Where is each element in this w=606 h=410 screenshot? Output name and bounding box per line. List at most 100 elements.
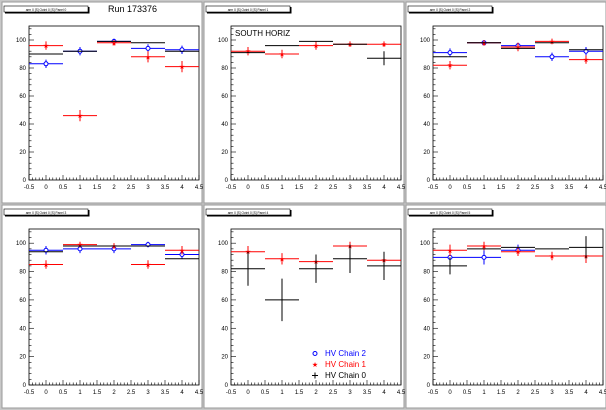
x-tick-label: 1.5 <box>93 390 102 396</box>
y-tick-label: 0 <box>427 383 431 389</box>
legend: HV Chain 2 ★ HV Chain 1 HV Chain 0 <box>312 349 367 380</box>
data-point: ★ <box>367 41 401 49</box>
pad-title-box: arm 0 [S] Octnt 0 [S] Panel 0 <box>3 5 90 14</box>
x-tick-label: 0 <box>448 185 452 191</box>
x-tick-label: 0 <box>44 390 48 396</box>
y-tick-label: 80 <box>423 270 430 276</box>
series-chain0 <box>29 245 199 260</box>
y-tick-label: 40 <box>423 122 430 128</box>
pad-title-shadow <box>492 210 494 216</box>
pad-title-shadow-bottom <box>207 12 292 14</box>
pad-title-box: arm 0 [S] Octnt 0 [S] Panel 1 <box>205 5 292 14</box>
x-tick-label: 2.5 <box>127 390 136 396</box>
pad-title-shadow-bottom <box>409 215 494 217</box>
pad-title: arm 0 [S] Octnt 0 [S] Panel 3 <box>26 211 67 215</box>
y-tick-label: 40 <box>19 122 26 128</box>
x-tick-label: 4.5 <box>195 390 204 396</box>
data-point <box>333 244 367 273</box>
data-point <box>433 257 467 275</box>
y-tick-label: 20 <box>19 355 26 361</box>
marker-star: ★ <box>179 63 185 71</box>
pad-background <box>405 204 606 409</box>
series-chain1: ★★★★★ <box>231 41 401 59</box>
marker-star: ★ <box>549 38 555 46</box>
x-tick-label: 2 <box>112 185 116 191</box>
x-tick-label: 4 <box>382 185 386 191</box>
x-tick-label: 4 <box>584 185 588 191</box>
x-axis: -0.5 0 0.5 1 1.5 2 2.5 3 3.5 4 4.5 <box>24 175 204 191</box>
x-tick-label: 3.5 <box>161 185 170 191</box>
y-axis: 0 20 40 60 80 100 <box>420 28 438 184</box>
x-tick-label: 4.5 <box>397 185 406 191</box>
x-tick-label: -0.5 <box>24 390 35 396</box>
y-tick-label: 20 <box>423 355 430 361</box>
y-tick-label: 60 <box>423 298 430 304</box>
data-point: ★ <box>299 41 333 50</box>
x-tick-label: 0.5 <box>463 390 472 396</box>
y-tick-label: 80 <box>423 66 430 72</box>
y-tick-label: 100 <box>420 241 431 247</box>
data-point: ★ <box>29 41 63 50</box>
x-tick-label: 3.5 <box>565 185 574 191</box>
marker-star: ★ <box>549 252 555 260</box>
legend-label: HV Chain 1 <box>325 360 366 369</box>
marker-star: ★ <box>381 41 387 49</box>
data-point: ★ <box>265 253 299 265</box>
x-tick-label: 2.5 <box>127 185 136 191</box>
pad-background <box>1 1 203 204</box>
data-point: ★ <box>131 51 165 63</box>
marker-star: ★ <box>279 51 285 59</box>
x-tick-label: 2 <box>516 185 520 191</box>
marker-circle <box>481 254 487 260</box>
data-point: ★ <box>165 61 199 73</box>
x-tick-label: 1.5 <box>497 185 506 191</box>
x-tick-label: 2.5 <box>329 390 338 396</box>
x-tick-label: 4 <box>584 390 588 396</box>
data-point <box>299 254 333 283</box>
x-tick-label: 1.5 <box>295 185 304 191</box>
marker-circle <box>145 45 151 51</box>
y-tick-label: 100 <box>218 241 229 247</box>
x-tick-label: 3 <box>550 390 554 396</box>
x-tick-label: 2 <box>112 390 116 396</box>
pad-title-box: arm 0 [S] Octnt 0 [S] Panel 3 <box>3 208 90 217</box>
x-tick-label: 0 <box>448 390 452 396</box>
marker-star: ★ <box>111 39 117 47</box>
x-tick-label: 0.5 <box>59 390 68 396</box>
x-tick-label: 1 <box>280 185 284 191</box>
data-point <box>535 52 569 61</box>
x-tick-label: 0 <box>246 390 250 396</box>
x-tick-label: -0.5 <box>226 185 237 191</box>
y-axis: 0 20 40 60 80 100 <box>420 231 438 389</box>
x-tick-label: 3 <box>146 185 150 191</box>
data-point: ★ <box>63 110 97 122</box>
x-tick-label: 1 <box>280 390 284 396</box>
marker-star: ★ <box>179 247 185 255</box>
y-tick-label: 40 <box>423 326 430 332</box>
x-tick-label: -0.5 <box>428 390 439 396</box>
chart-pad-2: arm 0 [S] Octnt 0 [S] Panel 1-0.5 0 0.5 1 1.… <box>203 1 406 204</box>
x-tick-label: 4 <box>180 390 184 396</box>
pad-title: arm 0 [S] Octnt 0 [S] Panel 1 <box>228 8 269 12</box>
y-tick-label: 80 <box>19 270 26 276</box>
data-point: ★ <box>501 42 535 52</box>
legend-entry-chain0: HV Chain 0 <box>312 371 366 380</box>
data-point: ★ <box>433 244 467 256</box>
data-point: ★ <box>131 260 165 269</box>
x-tick-label: 4 <box>382 390 386 396</box>
pad-title-shadow <box>290 210 292 216</box>
x-tick-label: 1 <box>78 185 82 191</box>
data-point: ★ <box>569 55 603 64</box>
chart-pad-3: arm 0 [S] Octnt 0 [S] Panel 2-0.5 0 0.5 1 1.… <box>405 1 606 204</box>
pad-title-shadow <box>88 7 90 13</box>
data-point <box>265 278 299 322</box>
marker-star: ★ <box>515 44 521 52</box>
x-tick-label: 1 <box>78 390 82 396</box>
pad-title: arm 0 [S] Octnt 0 [S] Panel 0 <box>26 8 67 12</box>
data-point: ★ <box>231 47 265 56</box>
pad-title: arm 0 [S] Octnt 0 [S] Panel 5 <box>430 211 471 215</box>
data-point <box>569 236 603 259</box>
y-tick-label: 80 <box>19 66 26 72</box>
x-tick-label: 2 <box>314 390 318 396</box>
x-tick-label: 4.5 <box>599 390 606 396</box>
